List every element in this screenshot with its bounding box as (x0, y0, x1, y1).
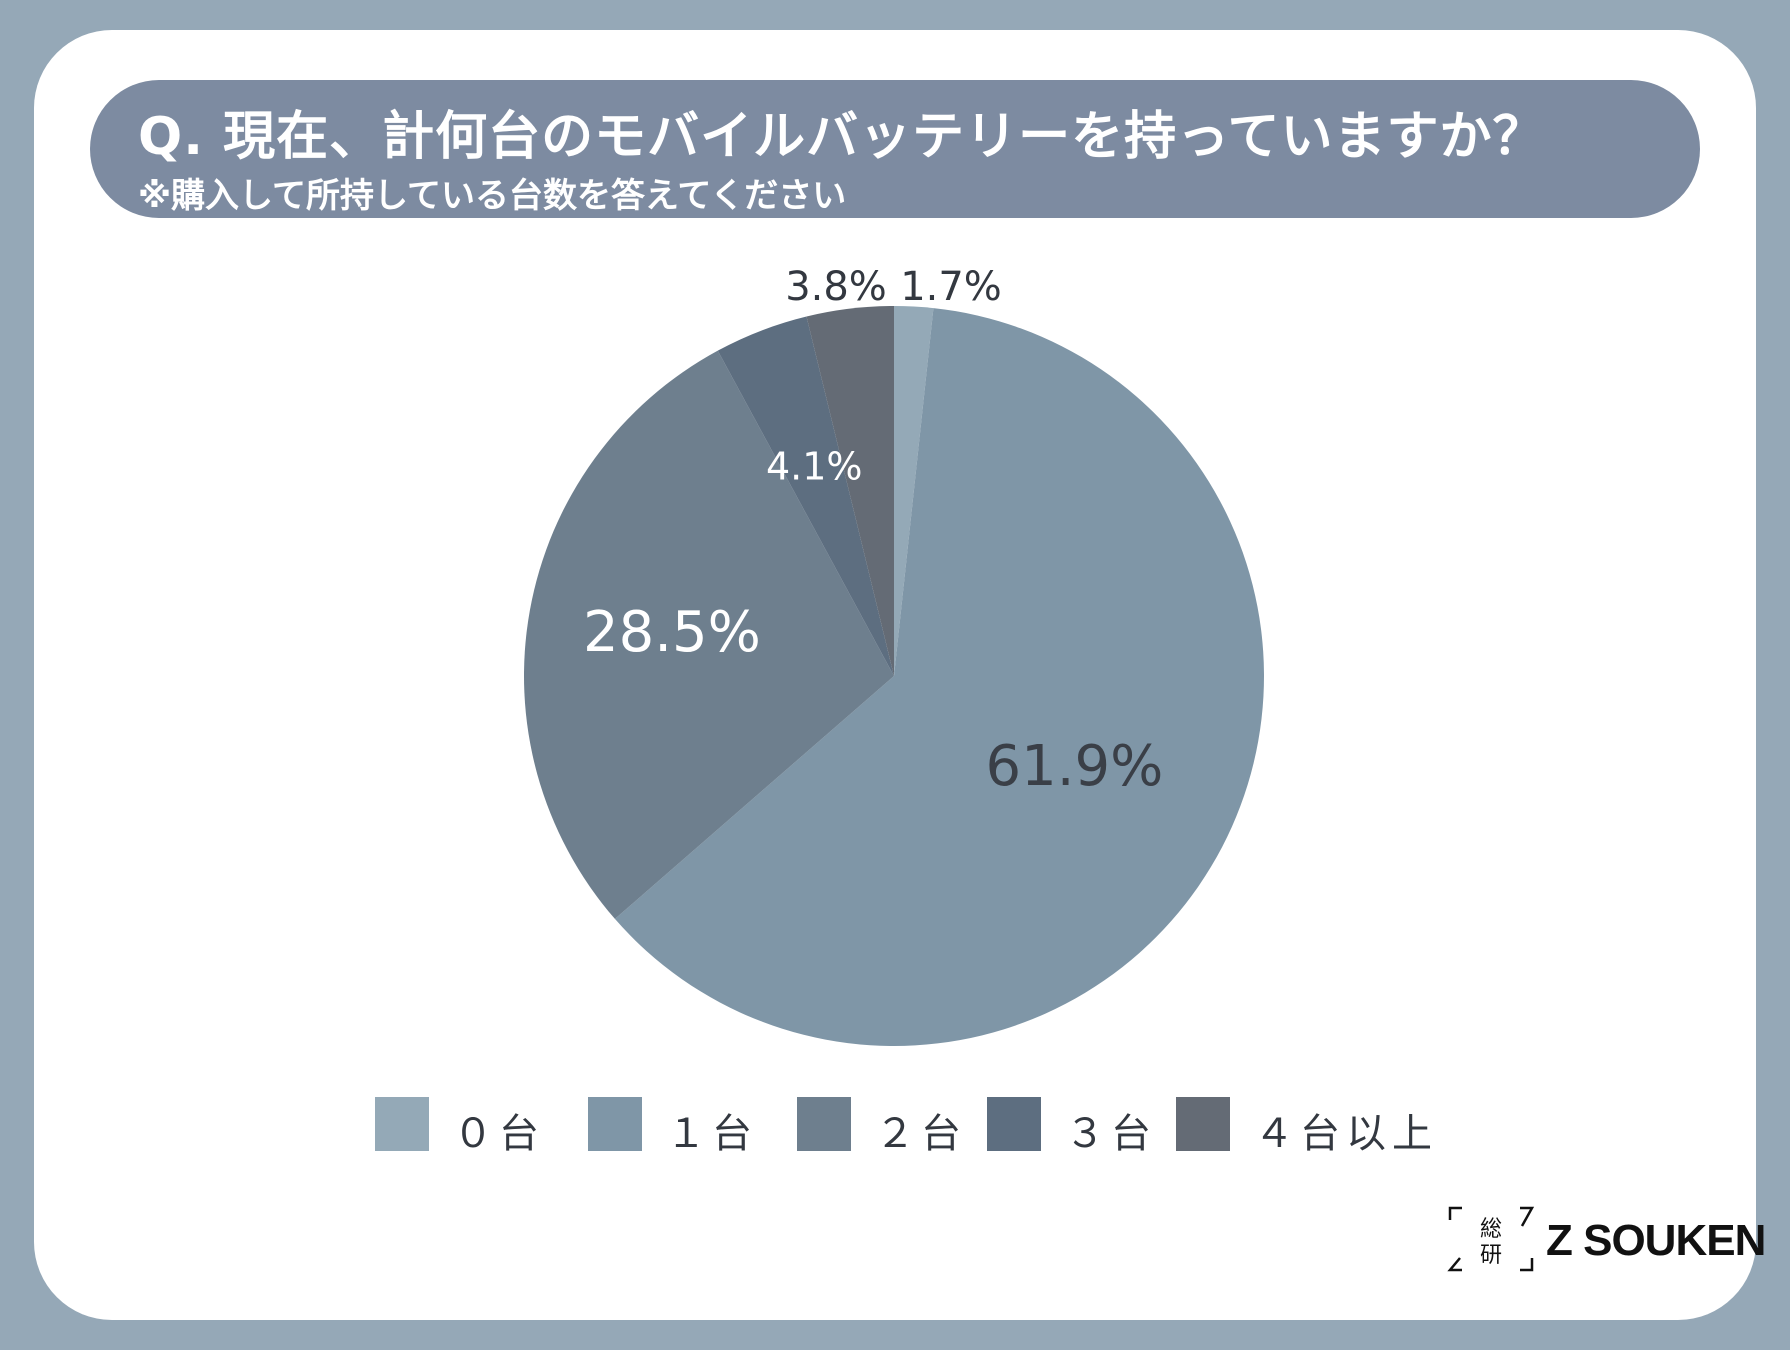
legend-label-0: ０台 (453, 1111, 545, 1157)
pie-slice-1 (614, 308, 1265, 1046)
legend-swatch-3 (987, 1097, 1041, 1151)
pie-slice-0 (894, 306, 934, 676)
pie-label-2: 28.5% (583, 600, 761, 665)
legend-label-2: ２台 (875, 1111, 967, 1157)
legend-swatch-1 (588, 1097, 642, 1151)
pie-label-3: 4.1% (766, 444, 863, 488)
chart-title: Q. 現在、計何台のモバイルバッテリーを持っていますか？ (138, 107, 1546, 167)
pie-slice-4 (806, 306, 894, 676)
question-banner: Q. 現在、計何台のモバイルバッテリーを持っていますか？ ※購入して所持している… (90, 80, 1700, 218)
pie-slice-2 (524, 350, 894, 919)
logo-mark-text: 総研 (1480, 1217, 1502, 1268)
pie-label-0: 1.7% (900, 264, 1002, 310)
legend-swatch-0 (375, 1097, 429, 1151)
pie-label-4: 3.8% (785, 264, 887, 310)
zsouken-logo: 総研 Z SOUKEN (1446, 1204, 1766, 1274)
chart-subtitle: ※購入して所持している台数を答えてください (138, 176, 847, 216)
legend-swatch-2 (797, 1097, 851, 1151)
pie-label-1: 61.9% (985, 734, 1163, 799)
pie-slice-3 (717, 316, 894, 676)
logo-text: Z SOUKEN (1546, 1216, 1766, 1265)
legend-swatch-4 (1176, 1097, 1230, 1151)
legend-label-4: ４台以上 (1254, 1111, 1438, 1157)
legend: ０台 １台 ２台 ３台 ４台以上 (0, 1097, 1790, 1157)
logo-mark-icon: 総研 (1447, 1206, 1535, 1272)
legend-label-3: ３台 (1065, 1111, 1157, 1157)
legend-label-1: １台 (666, 1111, 758, 1157)
